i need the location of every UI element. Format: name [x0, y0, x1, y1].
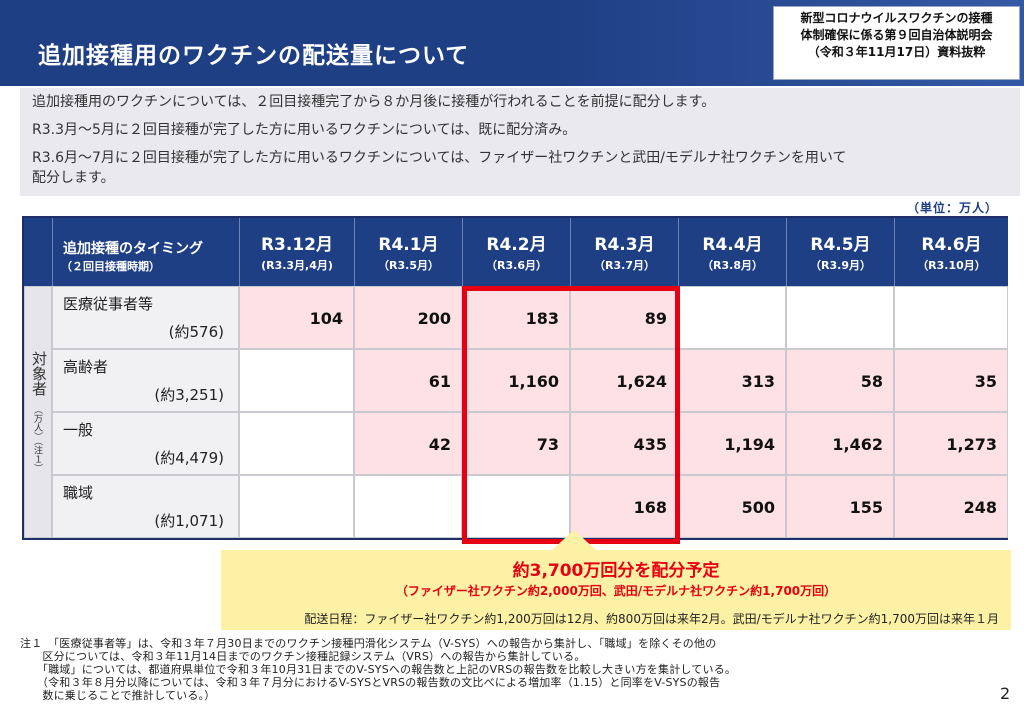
- column-header: R4.3月 （R3.7月）: [570, 218, 678, 286]
- badge-line: （令和３年11月17日）資料抜粋: [807, 45, 986, 59]
- header-timing-sub: （２回目接種時期）: [61, 260, 160, 273]
- column-header: R4.6月 （R3.10月）: [894, 218, 1008, 286]
- table-cell: 61: [354, 349, 462, 412]
- column-header: R4.1月 （R3.5月）: [354, 218, 462, 286]
- column-month: R4.2月: [486, 235, 547, 255]
- row-category-name: 高齢者: [63, 358, 109, 376]
- column-month: R4.3月: [594, 235, 655, 255]
- row-category-count: (約1,071): [154, 512, 224, 530]
- highlight-box: [462, 286, 680, 544]
- table-cell: 248: [894, 475, 1008, 538]
- callout-sub: （ファイザー社ワクチン約2,000万回、武田/モデルナ社ワクチン約1,700万回…: [395, 584, 837, 598]
- table-cell: 500: [678, 475, 786, 538]
- footnote-line: （令和３年８月分以降については、令和３年７月分におけるV-SYSとVRSの報告数…: [20, 676, 721, 689]
- table-cell: [239, 349, 354, 412]
- footnote-line: 注１ 「医療従事者等」は、令和３年７月30日までのワクチン接種円滑化システム（V…: [20, 637, 717, 650]
- column-month: R3.12月: [260, 235, 334, 255]
- table-cell: 1,273: [894, 412, 1008, 475]
- unit-label: （単位：万人）: [907, 201, 999, 215]
- callout-main: 約3,700万回分を配分予定: [512, 561, 720, 581]
- table-cell: 73: [462, 412, 570, 475]
- row-category-name: 一般: [63, 421, 94, 439]
- side-label: 対象者 （万人）（注１）: [24, 286, 52, 538]
- delivery-schedule: 配送日程：ファイザー社ワクチン約1,200万回は12月、約800万回は来年2月。…: [304, 612, 999, 626]
- table-cell: 58: [786, 349, 894, 412]
- header-timing-label: 追加接種のタイミング: [63, 241, 203, 257]
- badge-line: 新型コロナウイルスワクチンの接種: [800, 11, 993, 25]
- table-cell: 42: [354, 412, 462, 475]
- table-cell: [354, 475, 462, 538]
- column-period: （R3.9月）: [810, 259, 871, 272]
- row-category-name: 医療従事者等: [63, 295, 154, 313]
- row-category-count: (約4,479): [154, 449, 224, 467]
- intro-line: R3.3月～5月に２回目接種が完了した方に用いるワクチンについては、既に配分済み…: [32, 122, 577, 138]
- intro-line: 配分します。: [32, 170, 115, 186]
- table-cell: [239, 412, 354, 475]
- column-period: (R3.3月,4月): [261, 259, 333, 272]
- table-cell: 1,624: [570, 349, 678, 412]
- table-cell: 1,194: [678, 412, 786, 475]
- column-period: （R3.5月）: [378, 259, 439, 272]
- callout-box: 約3,700万回分を配分予定 （ファイザー社ワクチン約2,000万回、武田/モデ…: [221, 550, 1011, 630]
- column-header: R3.12月 (R3.3月,4月): [239, 218, 354, 286]
- header-timing-cell: 追加接種のタイミング （２回目接種時期）: [52, 218, 239, 286]
- table-cell: 35: [894, 349, 1008, 412]
- column-period: （R3.8月）: [702, 259, 763, 272]
- row-category: 職域 (約1,071): [52, 475, 239, 538]
- table-cell: 1,462: [786, 412, 894, 475]
- column-period: （R3.10月）: [917, 259, 986, 272]
- table-cell: [678, 286, 786, 349]
- table-cell: 155: [786, 475, 894, 538]
- table-cell: 89: [570, 286, 678, 349]
- badge-line: 体制確保に係る第９回自治体説明会: [800, 28, 993, 42]
- row-category-count: (約576): [168, 323, 224, 341]
- row-category: 医療従事者等 (約576): [52, 286, 239, 349]
- row-category: 一般 (約4,479): [52, 412, 239, 475]
- footnote-line: 数に乗じることで推計している。）: [20, 689, 216, 702]
- row-category-count: (約3,251): [154, 386, 224, 404]
- column-period: （R3.7月）: [594, 259, 655, 272]
- table-cell: [786, 286, 894, 349]
- footnote-line: 「職域」については、都道府県単位で令和３年10月31日までのV-SYSへの報告数…: [20, 663, 737, 676]
- column-header: R4.4月 （R3.8月）: [678, 218, 786, 286]
- column-month: R4.4月: [702, 235, 763, 255]
- table-cell: 168: [570, 475, 678, 538]
- column-period: （R3.6月）: [486, 259, 547, 272]
- table-cell: 200: [354, 286, 462, 349]
- table-cell: 435: [570, 412, 678, 475]
- footnotes: 注１ 「医療従事者等」は、令和３年７月30日までのワクチン接種円滑化システム（V…: [20, 637, 736, 702]
- side-label-text: 対象者: [30, 351, 48, 396]
- table-cell: [894, 286, 1008, 349]
- allocation-table: 追加接種のタイミング （２回目接種時期） R3.12月 (R3.3月,4月) R4.1月…: [22, 216, 1008, 540]
- column-month: R4.6月: [921, 235, 982, 255]
- intro-line: 追加接種用のワクチンについては、２回目接種完了から８か月後に接種が行われることを…: [32, 94, 716, 110]
- column-month: R4.5月: [810, 235, 871, 255]
- intro-box: 追加接種用のワクチンについては、２回目接種完了から８か月後に接種が行われることを…: [20, 88, 1020, 196]
- row-category-name: 職域: [63, 484, 94, 502]
- callout-arrow: [552, 530, 596, 550]
- intro-line: R3.6月～7月に２回目接種が完了した方に用いるワクチンについては、ファイザー社…: [32, 150, 847, 166]
- table-cell: 104: [239, 286, 354, 349]
- table-cell: 313: [678, 349, 786, 412]
- footnote-line: 区分については、令和３年11月14日までのワクチン接種記録システム（VRS）への…: [20, 650, 586, 663]
- table-cell: [239, 475, 354, 538]
- header-corner: [24, 218, 52, 286]
- side-label-sub: （万人）（注１）: [32, 405, 42, 473]
- column-header: R4.5月 （R3.9月）: [786, 218, 894, 286]
- column-header: R4.2月 （R3.6月）: [462, 218, 570, 286]
- page-number: 2: [1000, 684, 1011, 703]
- row-category: 高齢者 (約3,251): [52, 349, 239, 412]
- page-title: 追加接種用のワクチンの配送量について: [38, 43, 470, 69]
- source-badge: 新型コロナウイルスワクチンの接種 体制確保に係る第９回自治体説明会 （令和３年1…: [773, 6, 1020, 80]
- column-month: R4.1月: [378, 235, 439, 255]
- table-cell: 1,160: [462, 349, 570, 412]
- table-cell: 183: [462, 286, 570, 349]
